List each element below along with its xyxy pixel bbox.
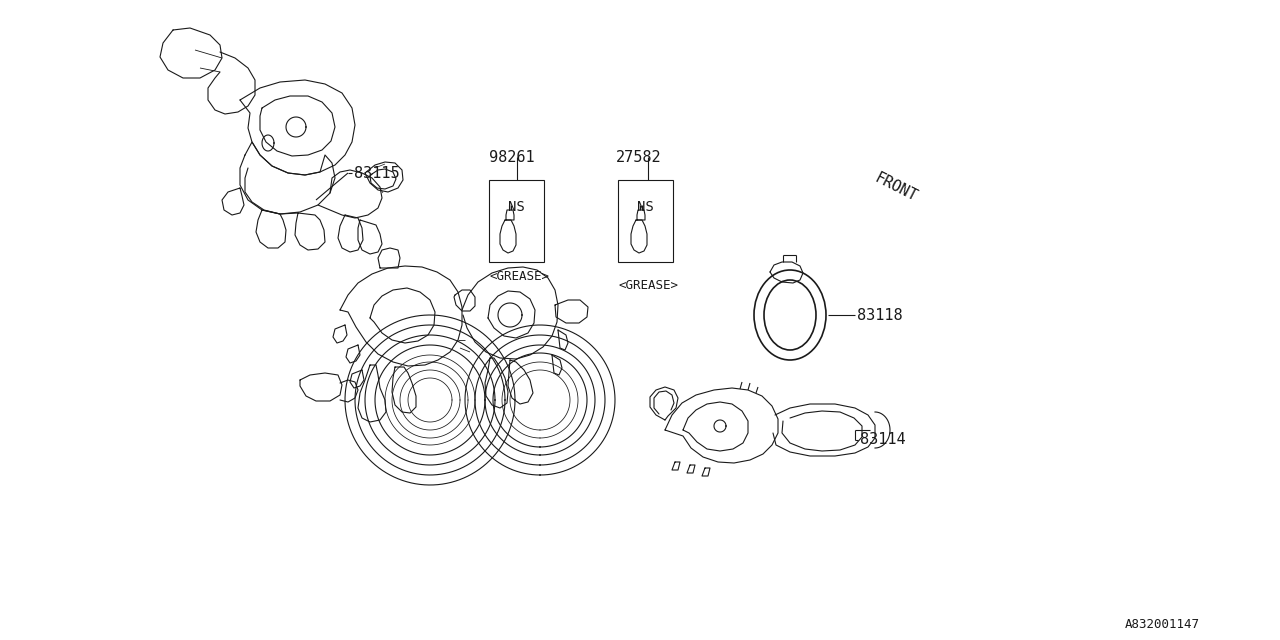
Bar [489, 180, 544, 262]
Text: 83118: 83118 [858, 307, 902, 323]
Text: <GREASE>: <GREASE> [618, 278, 678, 291]
Text: 83115: 83115 [355, 166, 399, 180]
Text: NS: NS [636, 200, 653, 214]
Text: A832001147: A832001147 [1125, 618, 1201, 632]
Text: NS: NS [508, 200, 525, 214]
Bar [618, 180, 673, 262]
Text: 27582: 27582 [616, 150, 662, 164]
Text: 83114: 83114 [860, 433, 906, 447]
Text: <GREASE>: <GREASE> [489, 269, 549, 282]
Text: 98261: 98261 [489, 150, 535, 164]
Text: FRONT: FRONT [872, 170, 919, 204]
